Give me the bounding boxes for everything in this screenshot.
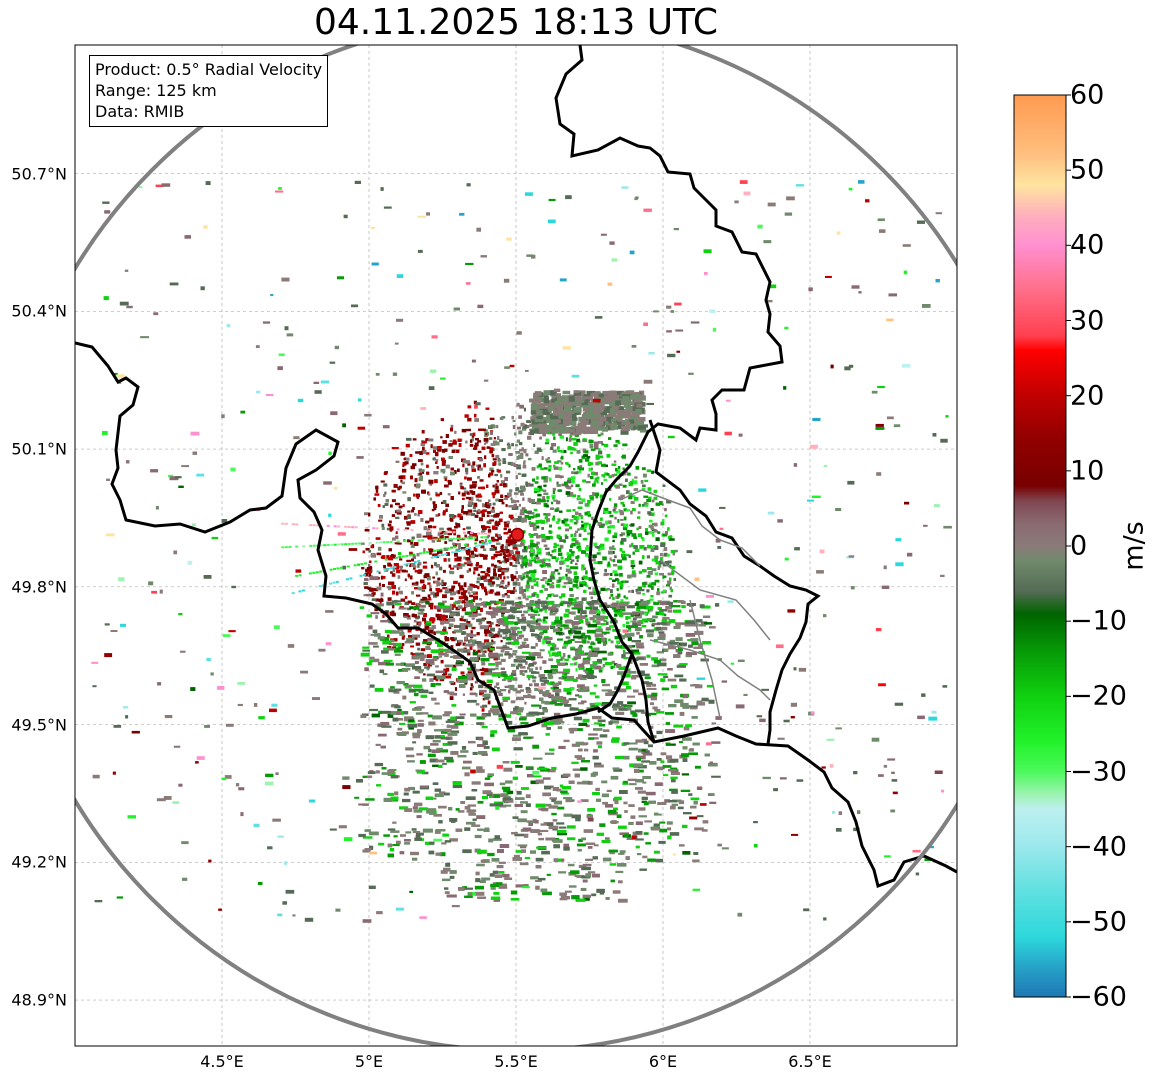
lon-tick-label: 5°E: [354, 1052, 384, 1071]
map-gridlines: [75, 45, 957, 1046]
colorbar-tick-label: 30: [1070, 305, 1105, 336]
lat-tick-label: 48.9°N: [11, 990, 67, 1010]
lon-tick-label: 6°E: [648, 1052, 678, 1071]
border-lu-de: [648, 419, 821, 745]
colorbar-tick-label: −10: [1070, 605, 1127, 637]
radar-site-marker: [510, 527, 525, 542]
country-borders: [75, 45, 957, 888]
border-lu-fr: [630, 653, 656, 743]
colorbar-tick-label: −40: [1070, 831, 1127, 863]
lat-tick-label: 50.7°N: [11, 164, 67, 184]
colorbar-tick-label: 60: [1070, 79, 1105, 111]
info-data-source: Data: RMIB: [95, 102, 185, 121]
colorbar-tick-label: −20: [1070, 680, 1127, 712]
info-box: Product: 0.5° Radial Velocity Range: 125…: [89, 55, 329, 127]
colorbar-tick-label: 50: [1070, 154, 1105, 186]
colorbar: [1013, 94, 1067, 998]
lon-tick-label: 4.5°E: [200, 1052, 244, 1071]
info-range: Range: 125 km: [95, 81, 217, 100]
colorbar-tick-label: 10: [1070, 455, 1105, 487]
colorbar-tick-label: 0: [1070, 530, 1088, 562]
border-be-de: [554, 45, 784, 714]
lat-tick-label: 49.5°N: [11, 715, 67, 735]
colorbar-tick-label: 40: [1070, 229, 1105, 261]
map-title: 04.11.2025 18:13 UTC: [313, 2, 719, 43]
colorbar-tickmarks: [1066, 94, 1071, 998]
colorbar-tick-label: 20: [1070, 380, 1105, 412]
lat-tick-label: 49.8°N: [11, 577, 67, 597]
lat-tick-label: 49.2°N: [11, 852, 67, 872]
regional-borders: [619, 489, 771, 719]
info-product: Product: 0.5° Radial Velocity: [95, 60, 323, 79]
colorbar-label: m/s: [1118, 521, 1150, 571]
plot-frame: [74, 44, 958, 1047]
lat-tick-label: 50.4°N: [11, 301, 67, 321]
lon-tick-label: 6.5°E: [788, 1052, 832, 1071]
colorbar-tick-label: −60: [1070, 981, 1127, 1013]
lon-tick-label: 5.5°E: [494, 1052, 538, 1071]
colorbar-tick-label: −50: [1070, 906, 1127, 938]
lat-tick-label: 50.1°N: [11, 439, 67, 459]
radar-echoes: [91, 180, 952, 923]
border-fr-be-west: [75, 341, 957, 888]
colorbar-tick-label: −30: [1070, 756, 1127, 787]
